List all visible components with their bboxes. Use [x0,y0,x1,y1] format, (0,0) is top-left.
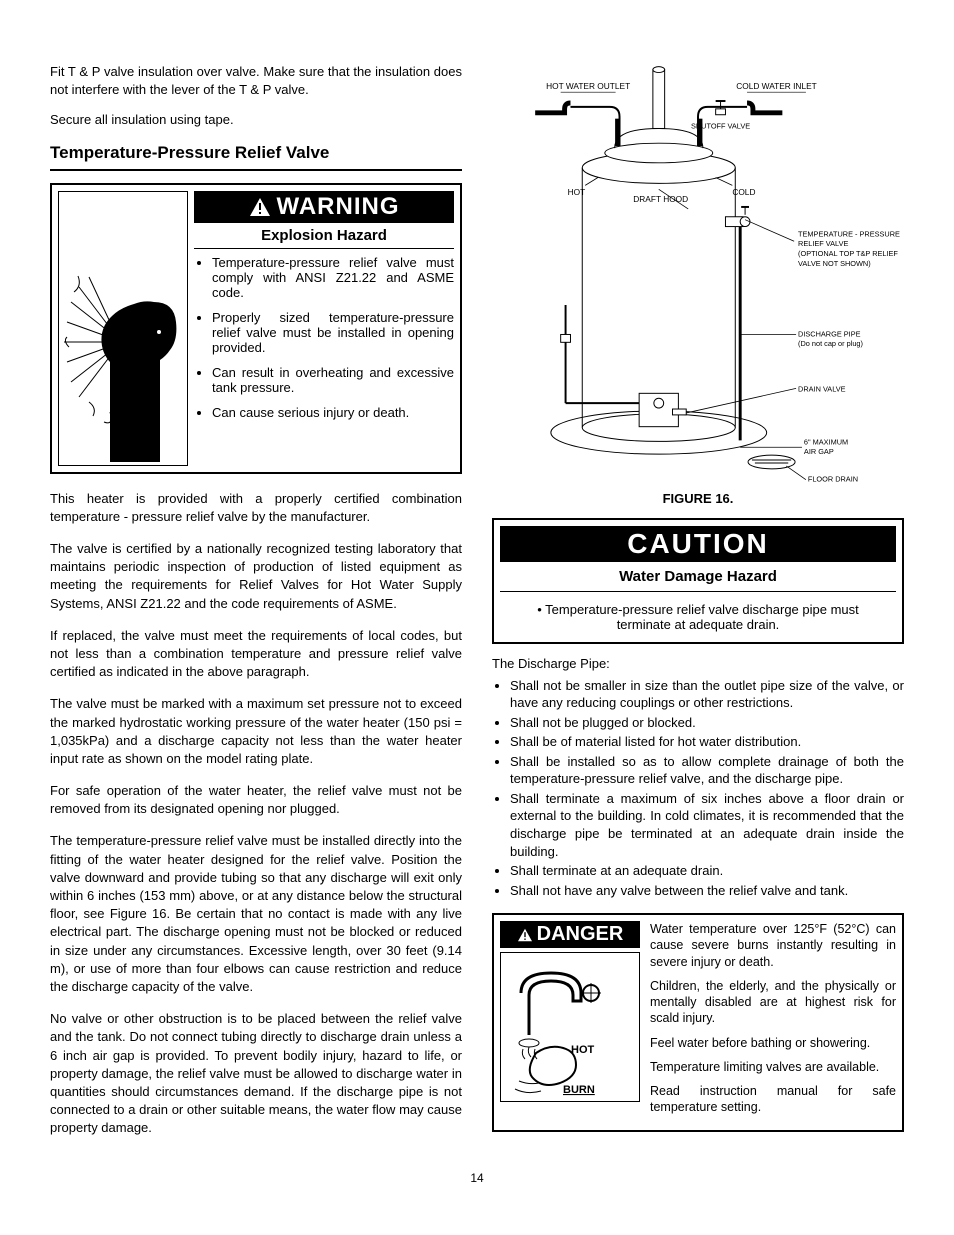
caution-body: • Temperature-pressure relief valve disc… [500,602,896,632]
svg-text:HOT WATER OUTLET: HOT WATER OUTLET [546,81,630,91]
svg-text:6" MAXIMUM: 6" MAXIMUM [804,437,848,446]
page-number: 14 [50,1171,904,1185]
svg-text:SHUTOFF VALVE: SHUTOFF VALVE [691,121,750,130]
danger-paragraph: Temperature limiting valves are availabl… [650,1059,896,1075]
discharge-item: Shall be of material listed for hot wate… [510,733,904,751]
danger-header: DANGER [500,921,640,948]
svg-text:TEMPERATURE - PRESSURE: TEMPERATURE - PRESSURE [798,229,900,238]
warning-header-text: WARNING [277,193,400,221]
discharge-item: Shall not be smaller in size than the ou… [510,677,904,712]
danger-panel: DANGER [492,913,904,1132]
discharge-list: Shall not be smaller in size than the ou… [492,677,904,900]
body-paragraph: The temperature-pressure relief valve mu… [50,832,462,996]
figure-16-diagram: HOT WATER OUTLET COLD WATER INLET SHUTOF… [492,50,904,485]
figure-caption: FIGURE 16. [492,491,904,506]
warning-bullets: Temperature-pressure relief valve must c… [194,255,454,420]
danger-paragraph: Water temperature over 125°F (52°C) can … [650,921,896,970]
discharge-item: Shall not be plugged or blocked. [510,714,904,732]
svg-text:COLD: COLD [732,187,755,197]
discharge-item: Shall terminate at an adequate drain. [510,862,904,880]
warning-panel: WARNING Explosion Hazard Temperature-pre… [50,183,462,474]
body-paragraph: This heater is provided with a properly … [50,490,462,526]
svg-text:HOT: HOT [568,187,586,197]
svg-text:BURN: BURN [563,1084,595,1096]
right-column: HOT WATER OUTLET COLD WATER INLET SHUTOF… [492,50,904,1132]
intro-p1: Fit T & P valve insulation over valve. M… [50,63,462,98]
intro-p2: Secure all insulation using tape. [50,111,462,129]
danger-paragraph: Read instruction manual for safe tempera… [650,1083,896,1116]
body-paragraph: The valve must be marked with a maximum … [50,695,462,768]
svg-text:FLOOR DRAIN: FLOOR DRAIN [808,475,858,482]
caution-subtitle: Water Damage Hazard [500,562,896,592]
warning-bullet: Can result in overheating and excessive … [212,365,454,395]
svg-text:RELIEF VALVE: RELIEF VALVE [798,239,848,248]
warning-illustration [58,191,188,466]
discharge-title: The Discharge Pipe: [492,656,904,671]
svg-text:COLD WATER INLET: COLD WATER INLET [736,81,817,91]
danger-text: Water temperature over 125°F (52°C) can … [650,921,896,1124]
discharge-item: Shall be installed so as to allow comple… [510,753,904,788]
left-column: Fit T & P valve insulation over valve. M… [50,50,462,1151]
body-paragraph: The valve is certified by a nationally r… [50,540,462,613]
svg-text:DRAIN VALVE: DRAIN VALVE [798,384,846,393]
body-paragraph: For safe operation of the water heater, … [50,782,462,818]
warning-header: WARNING [194,191,454,223]
section-rule [50,169,462,171]
svg-text:DRAFT HOOD: DRAFT HOOD [633,194,688,204]
danger-header-text: DANGER [537,923,624,946]
discharge-item: Shall terminate a maximum of six inches … [510,790,904,860]
warning-triangle-icon [249,197,271,217]
danger-triangle-icon [517,928,533,942]
caution-panel: CAUTION Water Damage Hazard • Temperatur… [492,518,904,644]
body-paragraph: No valve or other obstruction is to be p… [50,1010,462,1137]
discharge-item: Shall not have any valve between the rel… [510,882,904,900]
svg-text:(OPTIONAL TOP T&P RELIEF: (OPTIONAL TOP T&P RELIEF [798,249,898,258]
svg-text:VALVE NOT SHOWN): VALVE NOT SHOWN) [798,259,871,268]
warning-subtitle: Explosion Hazard [194,223,454,249]
svg-text:DISCHARGE PIPE: DISCHARGE PIPE [798,329,861,338]
danger-paragraph: Children, the elderly, and the physicall… [650,978,896,1027]
svg-text:HOT: HOT [571,1044,595,1056]
warning-bullet: Properly sized temperature-pressure reli… [212,310,454,355]
caution-header: CAUTION [500,526,896,562]
warning-bullet: Can cause serious injury or death. [212,405,454,420]
warning-bullet: Temperature-pressure relief valve must c… [212,255,454,300]
svg-text:AIR GAP: AIR GAP [804,447,834,456]
svg-text:(Do not cap or plug): (Do not cap or plug) [798,339,863,348]
danger-illustration: HOT BURN [500,952,640,1102]
body-paragraph: If replaced, the valve must meet the req… [50,627,462,682]
danger-paragraph: Feel water before bathing or showering. [650,1035,896,1051]
section-title: Temperature-Pressure Relief Valve [50,143,462,163]
